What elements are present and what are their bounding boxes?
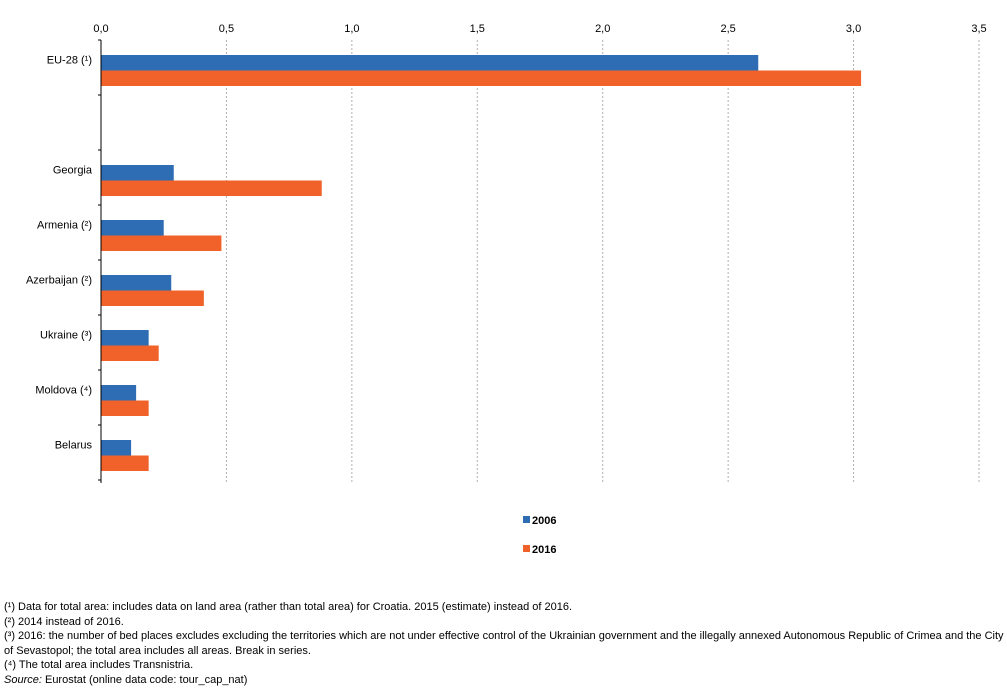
bar-chart: 0,0 0,5 1,0 1,5 2,0 2,5 3,0 3,5 EU-28 (¹) Georgi…	[26, 23, 987, 483]
x-tick-label: 1,5	[470, 23, 485, 35]
footnote-1: (¹) Data for total area: includes data o…	[4, 601, 573, 613]
category-label: Belarus	[55, 440, 93, 452]
bar-2006	[101, 385, 137, 401]
x-tick-label: 3,5	[971, 23, 986, 35]
bar-2016	[101, 180, 322, 196]
source-label: Source:	[4, 673, 42, 686]
footnote-2: (²) 2014 instead of 2016.	[4, 615, 124, 628]
legend-label-2016: 2016	[532, 544, 557, 556]
category-label: Georgia	[53, 165, 93, 177]
x-axis-ticks: 0,0 0,5 1,0 1,5 2,0 2,5 3,0 3,5	[93, 23, 987, 481]
x-tick-label: 3,0	[846, 23, 861, 35]
bar-2016	[101, 235, 222, 251]
bar-2016	[101, 290, 204, 306]
bar-2016	[101, 400, 149, 416]
bar-2016	[101, 455, 149, 471]
bar-2016	[101, 345, 159, 361]
x-tick-label: 2,0	[595, 23, 610, 35]
footnotes: (¹) Data for total area: includes data o…	[4, 600, 1004, 688]
x-tick-label: 0,0	[93, 23, 108, 35]
category-labels: EU-28 (¹) Georgia Armenia (²) Azerbaijan (²…	[26, 55, 93, 452]
x-tick-label: 0,5	[219, 23, 234, 35]
category-label: Ukraine (³)	[40, 330, 92, 342]
category-label: Azerbaijan (²)	[26, 275, 92, 287]
category-label: Moldova (⁴)	[35, 385, 92, 397]
bar-2016	[101, 70, 862, 86]
bars	[101, 55, 862, 471]
source-line: Source: Eurostat (online data code: tour…	[4, 673, 1004, 688]
category-label: Armenia (²)	[37, 220, 92, 232]
footnote-3: (³) 2016: the number of bed places exclu…	[4, 630, 1004, 657]
bar-2006	[101, 330, 149, 346]
legend-item-2016: 2016	[523, 544, 556, 556]
legend-swatch-2016	[523, 545, 530, 552]
bar-2006	[101, 165, 174, 181]
footnote-4: (⁴) The total area includes Transnistria…	[4, 659, 194, 672]
legend-label-2006: 2006	[532, 515, 557, 527]
category-label: EU-28 (¹)	[47, 55, 92, 67]
bar-2006	[101, 275, 172, 291]
x-tick-label: 1,0	[344, 23, 359, 35]
bar-2006	[101, 55, 759, 71]
gridlines	[225, 40, 980, 483]
bar-2006	[101, 440, 132, 456]
legend-swatch-2006	[523, 516, 530, 523]
x-tick-label: 2,5	[720, 23, 735, 35]
source-text: Eurostat (online data code: tour_cap_nat…	[41, 673, 248, 686]
bar-2006	[101, 220, 164, 236]
legend-item-2006: 2006	[523, 515, 556, 527]
